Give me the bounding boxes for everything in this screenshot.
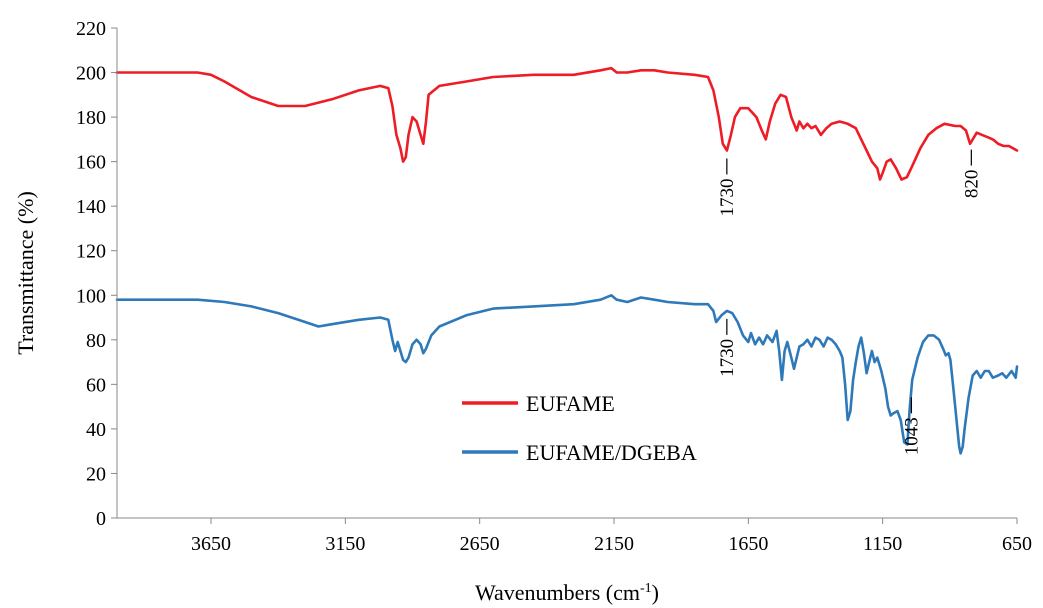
- x-axis-title-sup: -1: [640, 581, 652, 596]
- annotation-label: 820: [961, 170, 982, 199]
- x-tick-label: 2150: [594, 533, 634, 555]
- legend: EUFAME EUFAME/DGEBA: [462, 391, 697, 465]
- y-tick-label: 160: [76, 152, 106, 174]
- y-tick-label: 60: [86, 374, 106, 396]
- x-axis-title-close: ): [652, 580, 659, 605]
- annotation-label: 1043: [901, 417, 922, 455]
- x-tick-label: 1150: [863, 533, 902, 555]
- x-axis-ticks: 3650 3150 2650 2150 1650 1150 650: [191, 518, 1032, 555]
- y-tick-label: 0: [96, 508, 106, 530]
- x-axis-title: Wavenumbers (cm-1): [475, 580, 659, 605]
- y-tick-label: 140: [76, 196, 106, 218]
- y-tick-label: 20: [86, 463, 106, 485]
- annotation-label: 1730: [717, 339, 738, 377]
- x-tick-label: 650: [1002, 533, 1032, 555]
- y-tick-label: 180: [76, 107, 106, 129]
- y-tick-label: 120: [76, 241, 106, 263]
- legend-label-eufame: EUFAME: [526, 391, 615, 416]
- y-tick-label: 200: [76, 63, 106, 85]
- series-line-1: [115, 294, 1019, 455]
- x-axis-title-main: Wavenumbers (cm: [475, 580, 640, 605]
- y-axis-title: Transmittance (%): [13, 191, 38, 355]
- annotation-layer: 1730 820 1730 1043: [717, 149, 982, 455]
- annotation-label: 1730: [717, 179, 738, 217]
- x-tick-label: 3150: [325, 533, 365, 555]
- y-axis-ticks: 0 20 40 60 80 100 120 140 160 180 200 220: [76, 18, 117, 530]
- legend-label-eufame-dgeba: EUFAME/DGEBA: [526, 440, 697, 465]
- y-tick-label: 40: [86, 419, 106, 441]
- series-line-0: [115, 66, 1019, 181]
- series-layer: [115, 66, 1019, 455]
- x-tick-label: 2650: [460, 533, 500, 555]
- y-tick-label: 80: [86, 330, 106, 352]
- x-tick-label: 3650: [191, 533, 231, 555]
- x-tick-label: 1650: [728, 533, 768, 555]
- y-tick-label: 100: [76, 285, 106, 307]
- y-tick-label: 220: [76, 18, 106, 40]
